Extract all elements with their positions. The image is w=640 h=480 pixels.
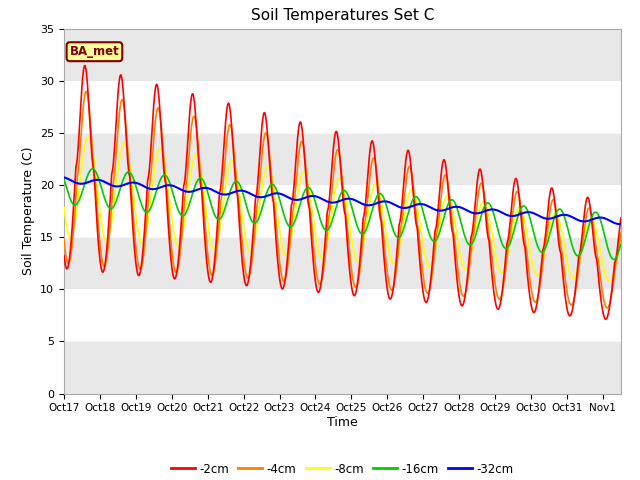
Y-axis label: Soil Temperature (C): Soil Temperature (C) [22, 147, 35, 276]
-2cm [602, 316, 609, 322]
-2cm [331, 132, 339, 138]
-16cm [88, 166, 96, 172]
-4cm [89, 152, 97, 157]
-2cm [499, 285, 506, 290]
-4cm [331, 157, 339, 163]
-32cm [616, 221, 624, 227]
-2cm [316, 285, 324, 291]
-4cm [60, 237, 68, 242]
-32cm [617, 221, 625, 227]
-32cm [600, 216, 608, 221]
-16cm [331, 208, 339, 214]
-2cm [617, 215, 625, 221]
-2cm [89, 161, 97, 167]
-8cm [84, 134, 92, 140]
Line: -2cm: -2cm [64, 66, 621, 319]
-16cm [60, 177, 68, 182]
-2cm [60, 253, 68, 259]
Line: -8cm: -8cm [64, 137, 621, 281]
Line: -4cm: -4cm [64, 91, 621, 308]
Text: BA_met: BA_met [70, 45, 119, 58]
-2cm [601, 315, 609, 321]
Bar [64, 133, 621, 185]
-16cm [617, 241, 625, 247]
-32cm [601, 216, 609, 221]
-16cm [316, 216, 324, 222]
Bar [64, 29, 621, 81]
Bar [64, 185, 621, 237]
-4cm [617, 230, 625, 236]
-32cm [499, 210, 506, 216]
-8cm [605, 278, 613, 284]
-8cm [60, 204, 68, 210]
-16cm [601, 234, 609, 240]
-8cm [316, 253, 324, 259]
-4cm [83, 88, 90, 94]
-8cm [89, 148, 97, 154]
Bar [64, 81, 621, 133]
-4cm [604, 305, 611, 311]
-4cm [601, 300, 609, 306]
Line: -16cm: -16cm [64, 169, 621, 260]
Bar [64, 289, 621, 341]
-2cm [81, 63, 89, 69]
-4cm [499, 288, 506, 293]
-16cm [601, 233, 609, 239]
-8cm [499, 269, 506, 275]
-32cm [331, 200, 339, 205]
Legend: -2cm, -4cm, -8cm, -16cm, -32cm: -2cm, -4cm, -8cm, -16cm, -32cm [166, 458, 518, 480]
-8cm [601, 270, 609, 276]
-4cm [601, 301, 609, 307]
Line: -32cm: -32cm [64, 178, 621, 224]
X-axis label: Time: Time [327, 416, 358, 429]
-32cm [316, 195, 324, 201]
-32cm [60, 175, 68, 180]
Bar [64, 237, 621, 289]
Bar [64, 341, 621, 394]
-16cm [89, 166, 97, 172]
-8cm [601, 268, 609, 274]
-16cm [610, 257, 618, 263]
-16cm [499, 242, 506, 248]
-4cm [316, 281, 324, 287]
-32cm [88, 178, 96, 183]
-2cm [601, 316, 609, 322]
-8cm [617, 238, 625, 243]
Title: Soil Temperatures Set C: Soil Temperatures Set C [251, 9, 434, 24]
-8cm [331, 188, 339, 194]
